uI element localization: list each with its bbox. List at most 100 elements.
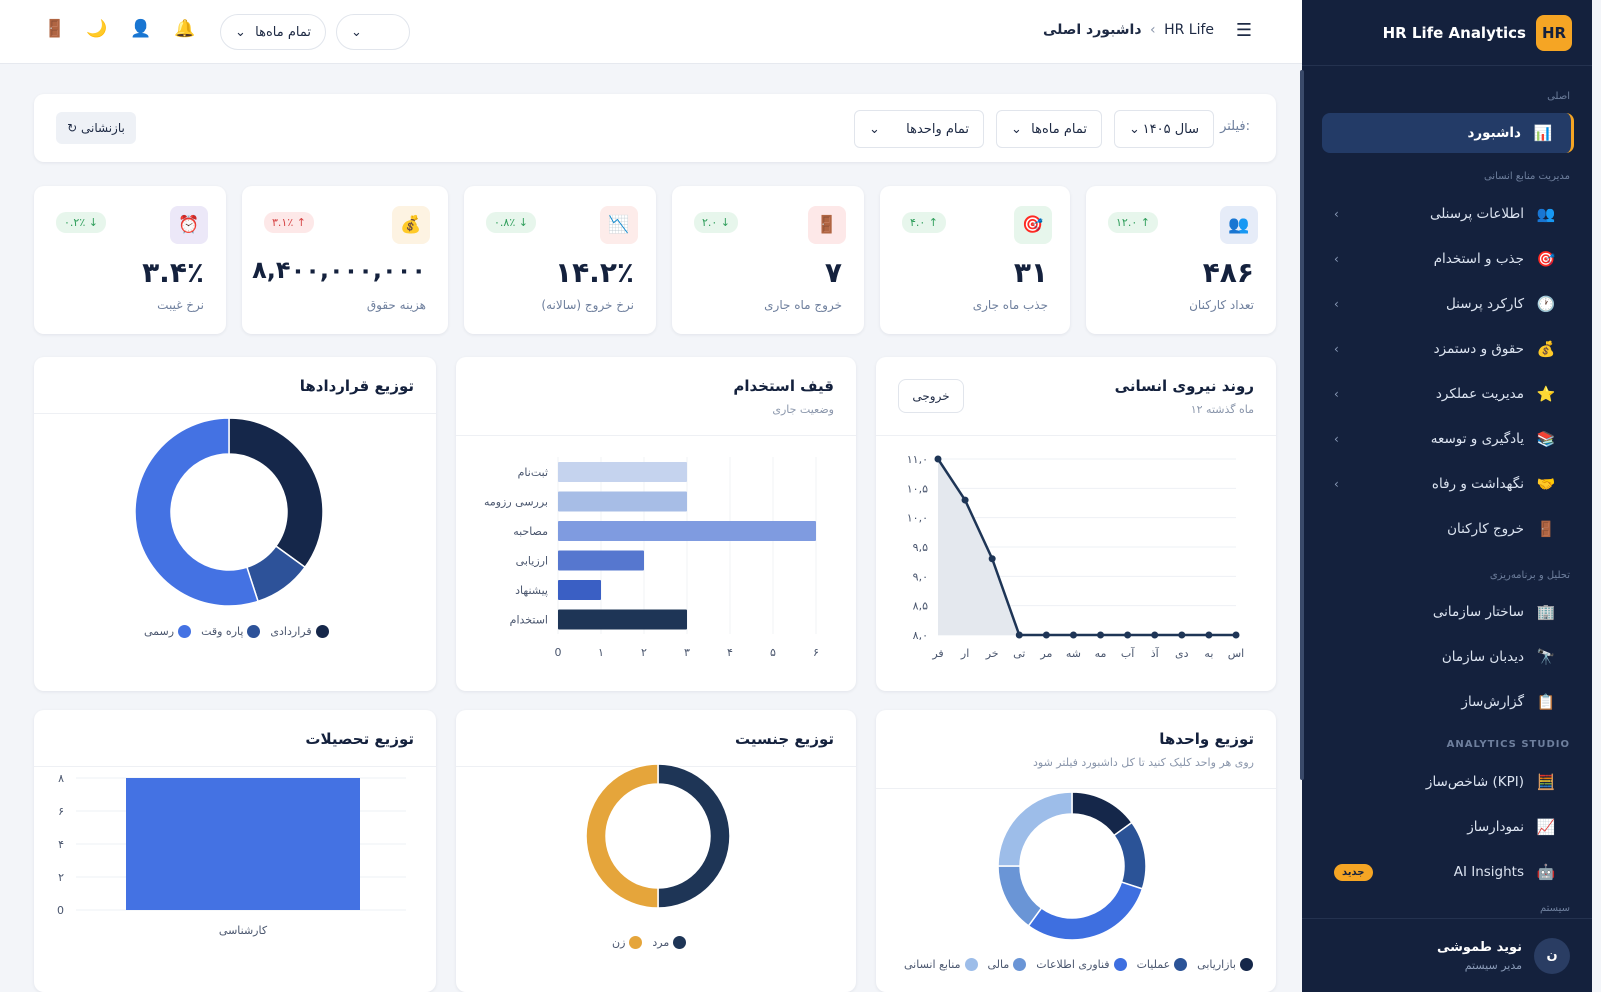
x-tick-label: دی <box>1175 647 1189 660</box>
kpi-card-absence[interactable]: ⏰ ۰.۲٪ ↓ ۳.۴٪ نرخ غیبت <box>34 186 226 334</box>
sidebar-scrollbar[interactable] <box>1300 70 1304 780</box>
kpi-trend: ۰.۲٪ ↓ <box>56 212 106 233</box>
x-tick-label: ۲ <box>641 646 647 659</box>
unit-select-value: تمام واحدها <box>906 121 969 137</box>
user-profile[interactable]: ن نوید طموشی مدیر سیستم <box>1302 918 1592 992</box>
sidebar-label: اطلاعات پرسنلی <box>1429 206 1524 222</box>
chart-icon: 📊 <box>1533 124 1553 142</box>
hiring-funnel-card: قیف استخدام وضعیت جاری 0 ۱ ۲ ۳ ۴ ۵ ۶ ثبت‌نام برر… <box>456 357 856 691</box>
legend-item[interactable]: مرد <box>652 936 687 949</box>
sidebar-item-recruitment[interactable]: 🎯 جذب و استخدام ‹ <box>1322 239 1574 279</box>
x-tick-label: خر <box>985 647 999 660</box>
legend-item[interactable]: قراردادی <box>270 625 329 638</box>
education-bar <box>126 778 360 910</box>
sidebar-item-report-builder[interactable]: 📋 گزارش‌ساز <box>1322 682 1574 722</box>
sidebar-item-dashboard[interactable]: 📊 داشبورد <box>1322 113 1574 153</box>
sidebar-header: HR Life Analytics HR <box>1302 0 1592 66</box>
sidebar-item-retention[interactable]: 🤝 نگهداشت و رفاه ‹ <box>1322 464 1574 504</box>
legend-item[interactable]: منابع انسانی <box>904 958 978 971</box>
sidebar-item-attendance[interactable]: 🕐 کارکرد پرسنل ‹ <box>1322 284 1574 324</box>
moon-icon[interactable]: 🌙 <box>86 19 108 39</box>
data-point <box>1124 631 1132 639</box>
data-point <box>934 455 942 463</box>
sidebar-label: جذب و استخدام <box>1433 251 1524 267</box>
section-studio: ANALYTICS STUDIO <box>1446 739 1570 750</box>
y-tick-label: ۸ <box>58 772 64 785</box>
breadcrumb-root[interactable]: HR Life <box>1164 22 1214 38</box>
legend-item[interactable]: رسمی <box>144 625 192 638</box>
data-point <box>1097 631 1105 639</box>
brand-logo: HR <box>1536 14 1572 51</box>
legend-label: پاره وقت <box>201 625 244 638</box>
month-select[interactable]: ⌄ تمام ماه‌ها <box>220 14 326 50</box>
sidebar: HR Life Analytics HR اصلی 📊 داشبورد مدیری… <box>1302 0 1592 992</box>
sidebar-item-chart-builder[interactable]: 📈 نمودارساز <box>1322 807 1574 847</box>
x-tick-label: ۱ <box>598 646 604 659</box>
category-label: بررسی رزومه <box>484 496 548 509</box>
user-switch-icon[interactable]: 👤 <box>130 19 152 39</box>
sidebar-label: یادگیری و توسعه <box>1430 431 1524 447</box>
gender-legend: زن مرد <box>612 936 687 949</box>
year-select[interactable]: ⌄ سال ۱۴۰۵ <box>1114 110 1214 148</box>
data-point <box>1178 631 1186 639</box>
legend-item[interactable]: بازاریابی <box>1197 958 1253 971</box>
kpi-trend: ۰.۸٪ ↓ <box>486 212 536 233</box>
x-tick-label: ۴ <box>727 646 733 659</box>
legend-item[interactable]: فناوری اطلاعات <box>1036 958 1127 971</box>
kpi-card-headcount[interactable]: 👥 ۱۲.۰ ↑ ۴۸۶ تعداد کارکنان <box>1086 186 1276 334</box>
sidebar-item-kpi-builder[interactable]: 🧮 شاخص‌ساز (KPI) <box>1322 762 1574 802</box>
section-system: سیستم <box>1540 903 1570 914</box>
data-point <box>1232 631 1240 639</box>
x-tick-label: ار <box>960 647 969 660</box>
sidebar-item-personnel[interactable]: 👥 اطلاعات پرسنلی ‹ <box>1322 194 1574 234</box>
year-select-value: سال ۱۴۰۵ <box>1142 121 1199 137</box>
kpi-card-hires[interactable]: 🎯 ۴.۰ ↑ ۳۱ جذب ماه جاری <box>880 186 1070 334</box>
divider <box>456 435 856 436</box>
sidebar-item-performance[interactable]: ⭐ مدیریت عملکرد ‹ <box>1322 374 1574 414</box>
legend-item[interactable]: مالی <box>988 958 1027 971</box>
empty-select[interactable]: ⌄ <box>336 14 410 50</box>
sidebar-item-org-structure[interactable]: 🏢 ساختار سازمانی <box>1322 592 1574 632</box>
kpi-card-payroll[interactable]: 💰 ۳.۱٪ ↑ ۸,۴۰۰,۰۰۰,۰۰۰ هزینه حقوق <box>242 186 448 334</box>
kpi-trend: ۱۲.۰ ↑ <box>1108 212 1158 233</box>
legend-item[interactable]: عملیات <box>1137 958 1188 971</box>
sidebar-item-exit[interactable]: 🚪 خروج کارکنان <box>1322 509 1574 549</box>
brand-name: HR Life Analytics <box>1382 23 1526 42</box>
funnel-bar <box>558 462 687 482</box>
sidebar-label: ساختار سازمانی <box>1432 604 1524 620</box>
legend-item[interactable]: پاره وقت <box>201 625 261 638</box>
chart-title: قیف استخدام <box>733 377 834 395</box>
sidebar-label: مدیریت عملکرد <box>1435 386 1524 402</box>
contracts-card: توزیع قراردادها رسمی پاره وقت قراردادی <box>34 357 436 691</box>
kpi-trend: ۲.۰ ↓ <box>694 212 739 233</box>
abacus-icon: 🧮 <box>1536 773 1556 791</box>
logout-door-icon[interactable]: 🚪 <box>44 19 66 39</box>
sidebar-item-payroll[interactable]: 💰 حقوق و دستمزد ‹ <box>1322 329 1574 369</box>
sidebar-item-learning[interactable]: 📚 یادگیری و توسعه ‹ <box>1322 419 1574 459</box>
unit-select[interactable]: ⌄ تمام واحدها <box>854 110 984 148</box>
funnel-bar <box>558 491 687 512</box>
x-tick-label: آذ <box>1151 646 1160 660</box>
reset-button[interactable]: ↻ بازنشانی <box>56 112 136 144</box>
money-bag-icon: 💰 <box>392 206 430 244</box>
building-icon: 🏢 <box>1536 603 1556 621</box>
bell-icon[interactable]: 🔔 <box>174 19 196 39</box>
sidebar-item-ai-insights[interactable]: 🤖 AI Insights جدید <box>1322 852 1574 892</box>
legend-item[interactable]: زن <box>612 936 643 949</box>
month-filter-select[interactable]: ⌄ تمام ماه‌ها <box>996 110 1102 148</box>
export-button[interactable]: خروجی <box>898 379 964 413</box>
menu-icon[interactable]: ☰ <box>1235 20 1252 41</box>
robot-icon: 🤖 <box>1536 863 1556 881</box>
funnel-bar <box>558 521 816 541</box>
divider <box>876 435 1276 436</box>
chart-title: توزیع تحصیلات <box>305 730 414 748</box>
x-tick-label: تی <box>1013 647 1025 660</box>
chevron-down-icon: ⌄ <box>1011 121 1022 137</box>
donut-slice <box>134 417 259 607</box>
kpi-value: ۷ <box>824 256 842 289</box>
kpi-card-exits[interactable]: 🚪 ۲.۰ ↓ ۷ خروج ماه جاری <box>672 186 864 334</box>
y-tick-label: ۴ <box>58 838 64 851</box>
kpi-card-turnover[interactable]: 📉 ۰.۸٪ ↓ ۱۴.۲٪ نرخ خروج (سالانه) <box>464 186 656 334</box>
donut-slice <box>997 865 1043 927</box>
sidebar-item-observatory[interactable]: 🔭 دیدبان سازمان <box>1322 637 1574 677</box>
